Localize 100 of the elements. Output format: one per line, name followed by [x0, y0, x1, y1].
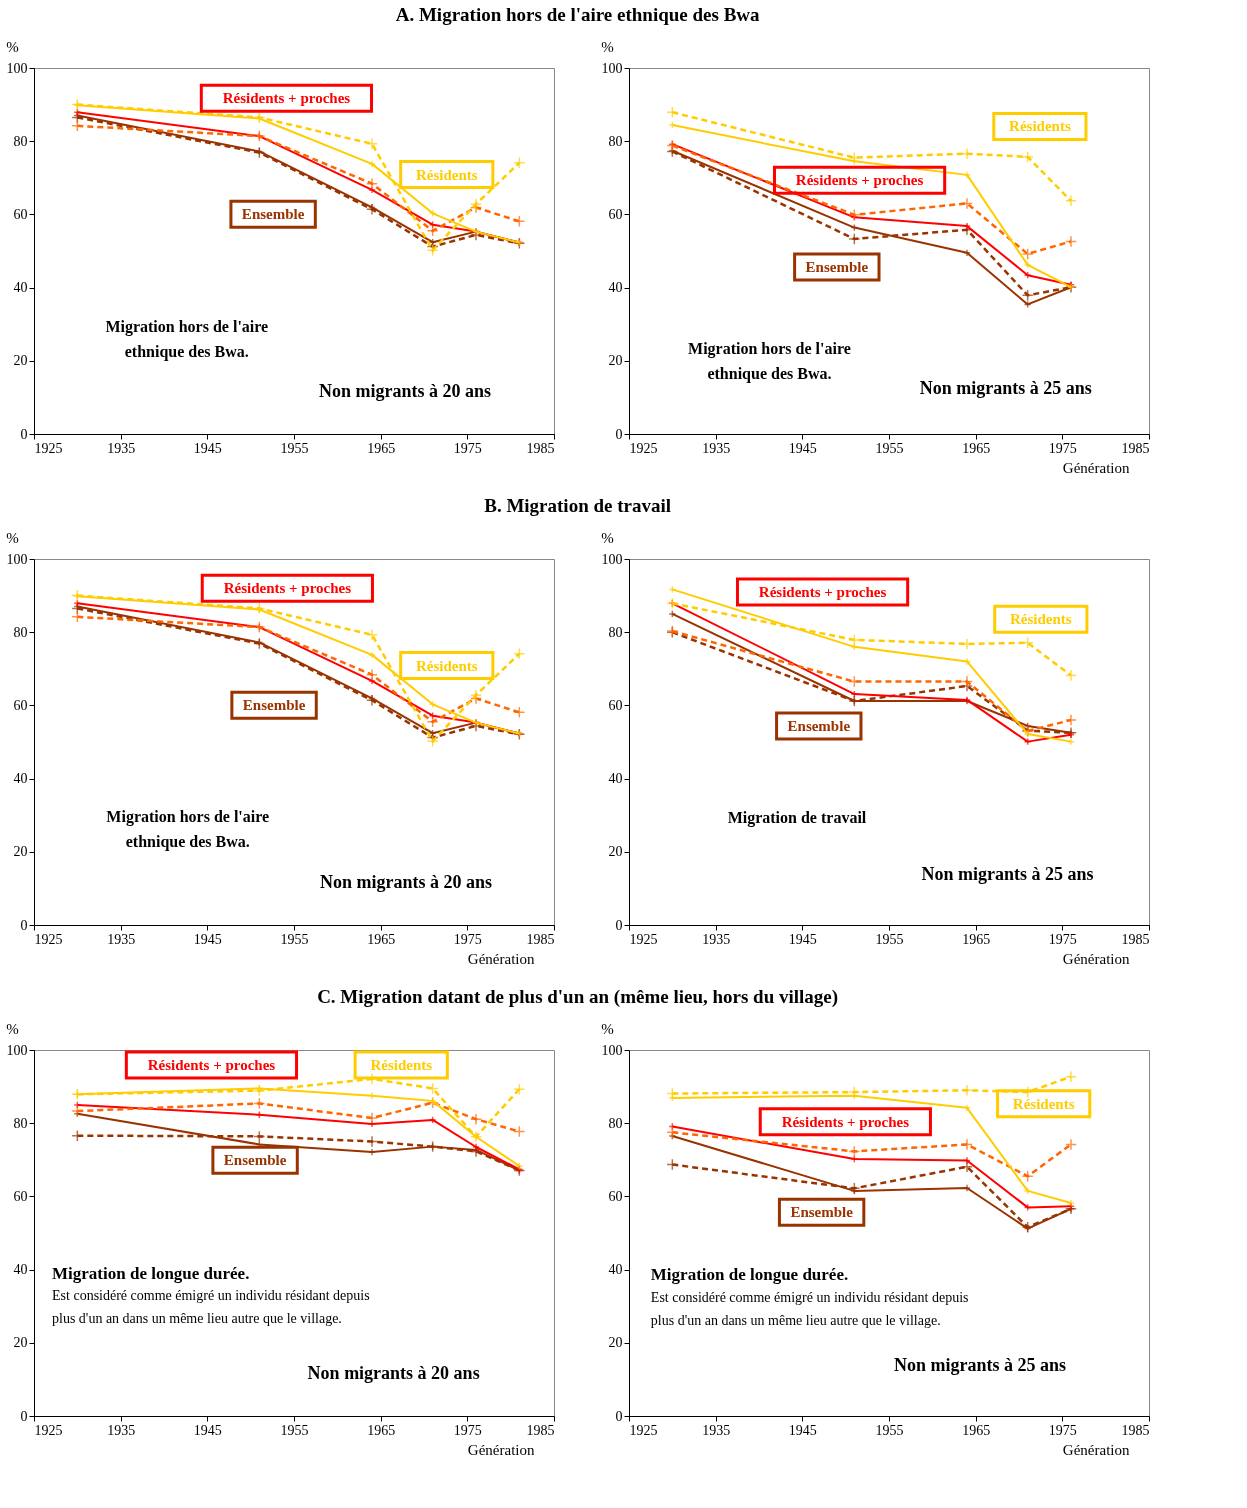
y-tick-label: 40: [608, 771, 623, 787]
y-tick-label: 0: [20, 426, 28, 442]
x-axis-title: Génération: [467, 950, 535, 967]
y-tick-label: 100: [601, 551, 623, 567]
y-tick-label: 0: [20, 1408, 28, 1424]
x-axis-title: Génération: [1062, 950, 1130, 967]
annotation: Non migrants à 20 ans: [307, 1362, 480, 1383]
series-label: Ensemble: [790, 1204, 854, 1221]
y-tick-label: 80: [608, 133, 623, 149]
y-tick-label: 60: [608, 1188, 623, 1204]
y-tick-label: 0: [615, 426, 623, 442]
annotation: Non migrants à 25 ans: [921, 864, 1094, 885]
x-tick-label: 1975: [453, 1422, 482, 1438]
annotation: Non migrants à 25 ans: [894, 1355, 1067, 1376]
x-tick-label: 1945: [193, 931, 222, 947]
x-tick-label: 1925: [629, 1422, 658, 1438]
y-axis-title: %: [6, 529, 19, 546]
x-tick-label: 1925: [629, 931, 658, 947]
x-tick-label: 1945: [788, 1422, 817, 1438]
y-axis-title: %: [6, 1020, 19, 1037]
x-tick-label: 1935: [107, 931, 136, 947]
y-tick-label: 80: [608, 624, 623, 640]
x-tick-label: 1985: [526, 931, 555, 947]
x-tick-label: 1945: [788, 440, 817, 456]
chart-title: A. Migration hors de l'aire ethnique des Bwa: [395, 3, 761, 25]
x-tick-label: 1965: [962, 931, 991, 947]
y-tick-label: 60: [608, 206, 623, 222]
y-tick-label: 100: [601, 1042, 623, 1058]
annotation: Est considéré comme émigré un individu résidant depuis plus d'un an dans un même lieu autre que le village.: [52, 1288, 370, 1327]
x-tick-label: 1975: [453, 440, 482, 456]
x-tick-label: 1955: [280, 440, 309, 456]
x-tick-label: 1935: [702, 440, 731, 456]
series-label: Ensemble: [223, 1152, 287, 1169]
series-label: Résidents + proches: [795, 172, 924, 189]
x-tick-label: 1925: [34, 440, 63, 456]
x-tick-label: 1935: [107, 1422, 136, 1438]
x-tick-label: 1985: [1121, 1422, 1150, 1438]
annotation: Migration hors de l'aire ethnique des Bwa.: [106, 808, 270, 852]
text: Résidents + proches: [758, 584, 887, 601]
x-tick-label: 1925: [629, 440, 658, 456]
chart-title: B. Migration de travail: [484, 494, 672, 516]
y-tick-label: 100: [6, 1042, 28, 1058]
y-tick-label: 80: [13, 624, 28, 640]
x-tick-label: 1985: [526, 440, 555, 456]
x-tick-label: 1945: [193, 1422, 222, 1438]
y-tick-label: 100: [601, 60, 623, 76]
series-label: Ensemble: [242, 697, 306, 714]
x-axis-title: Génération: [1062, 459, 1130, 476]
text: Résidents: [1009, 118, 1071, 135]
series-label: Résidents: [370, 1057, 433, 1074]
y-axis-title: %: [601, 38, 614, 55]
x-tick-label: 1965: [367, 440, 396, 456]
series-label: Résidents: [415, 657, 478, 674]
y-tick-label: 20: [608, 353, 623, 369]
y-tick-label: 80: [608, 1115, 623, 1131]
annotation: Migration hors de l'aire ethnique des Bwa.: [688, 340, 851, 384]
y-tick-label: 40: [13, 1262, 28, 1278]
y-tick-label: 60: [13, 697, 28, 713]
x-tick-label: 1935: [702, 1422, 731, 1438]
x-tick-label: 1935: [107, 440, 136, 456]
series-label: Résidents + proches: [781, 1113, 910, 1130]
y-tick-label: 20: [13, 1335, 28, 1351]
x-tick-label: 1935: [702, 931, 731, 947]
y-tick-label: 20: [608, 844, 623, 860]
x-tick-label: 1965: [962, 440, 991, 456]
y-tick-label: 60: [13, 206, 28, 222]
y-axis-title: %: [601, 1020, 614, 1037]
x-tick-label: 1975: [1048, 440, 1077, 456]
x-tick-label: 1955: [875, 931, 904, 947]
annotation: Non migrants à 20 ans: [319, 380, 492, 401]
series-label: Ensemble: [241, 206, 305, 223]
series-label: Résidents: [415, 166, 478, 183]
series-label: Ensemble: [787, 717, 851, 734]
x-tick-label: 1965: [367, 1422, 396, 1438]
x-tick-label: 1925: [34, 931, 63, 947]
y-tick-label: 100: [6, 551, 28, 567]
series-label: Résidents + proches: [222, 90, 351, 107]
annotation: Non migrants à 25 ans: [919, 377, 1092, 398]
y-tick-label: 40: [608, 280, 623, 296]
y-tick-label: 0: [615, 1408, 623, 1424]
y-tick-label: 0: [20, 917, 28, 933]
y-tick-label: 40: [13, 771, 28, 787]
annotation: Est considéré comme émigré un individu résidant depuis plus d'un an dans un même lieu autre que le village.: [650, 1290, 969, 1329]
x-tick-label: 1975: [1048, 931, 1077, 947]
x-tick-label: 1975: [453, 931, 482, 947]
x-tick-label: 1965: [962, 1422, 991, 1438]
annotation: Migration de longue durée.: [650, 1265, 849, 1285]
y-tick-label: 20: [13, 844, 28, 860]
x-tick-label: 1955: [280, 1422, 309, 1438]
x-tick-label: 1945: [193, 440, 222, 456]
x-tick-label: 1975: [1048, 1422, 1077, 1438]
annotation: Migration de longue durée.: [52, 1263, 250, 1283]
text: Résidents: [1009, 611, 1072, 628]
x-tick-label: 1985: [1121, 931, 1150, 947]
x-tick-label: 1925: [34, 1422, 63, 1438]
y-tick-label: 60: [13, 1188, 28, 1204]
y-axis-title: %: [601, 529, 614, 546]
x-tick-label: 1965: [367, 931, 396, 947]
annotation: Migration de travail: [727, 809, 867, 828]
y-tick-label: 40: [13, 280, 28, 296]
